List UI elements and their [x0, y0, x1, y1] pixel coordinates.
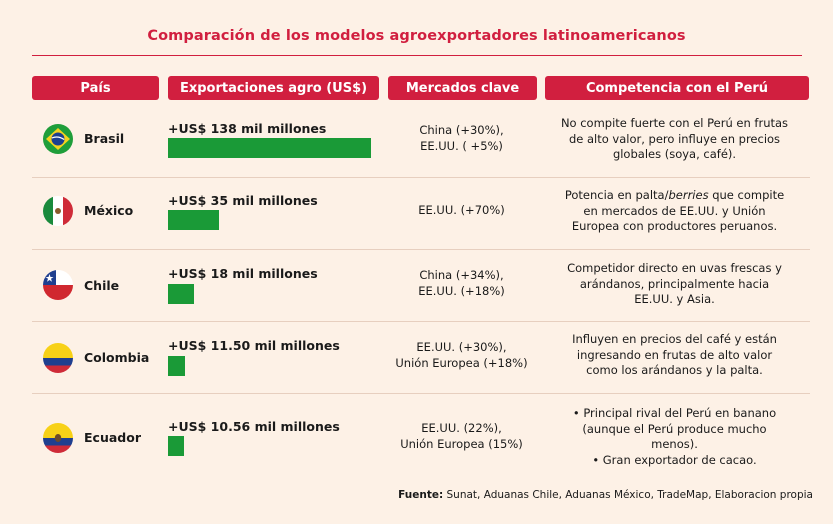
row-divider	[32, 321, 810, 322]
competition-text: Influyen en precios del café y están ingr…	[572, 332, 777, 377]
row-divider	[32, 249, 810, 250]
export-amount: +US$ 11.50 mil millones	[168, 338, 340, 353]
key-markets: EE.UU. (22%), Unión Europea (15%)	[400, 421, 523, 451]
export-bar	[168, 138, 371, 158]
chile-flag-icon	[43, 270, 73, 300]
key-markets: China (+34%), EE.UU. (+18%)	[418, 268, 505, 298]
competition-text: • Principal rival del Perú en banano (aun…	[572, 406, 777, 467]
export-bar	[168, 210, 219, 230]
country-name: Colombia	[84, 350, 150, 365]
country-name: México	[84, 203, 134, 218]
competition-text: Competidor directo en uvas frescas y arán…	[567, 261, 782, 306]
export-bar	[168, 284, 194, 304]
page-title: Comparación de los modelos agroexportado…	[147, 28, 686, 44]
header-competition: Competencia con el Perú	[545, 76, 809, 100]
colombia-flag-icon	[43, 343, 73, 373]
source-note: Fuente: Sunat, Aduanas Chile, Aduanas Mé…	[398, 489, 813, 501]
export-amount: +US$ 35 mil millones	[168, 193, 318, 208]
country-name: Brasil	[84, 131, 125, 146]
mexico-flag-icon	[43, 196, 73, 226]
header-exports: Exportaciones agro (US$)	[168, 76, 379, 100]
brazil-flag-icon	[43, 124, 73, 154]
header-country: País	[32, 76, 159, 100]
key-markets: China (+30%), EE.UU. ( +5%)	[419, 123, 504, 153]
title-divider	[32, 55, 802, 56]
export-bar	[168, 356, 185, 376]
competition-text: No compite fuerte con el Perú en frutas d…	[560, 116, 789, 161]
key-markets: EE.UU. (+70%)	[418, 203, 505, 217]
country-name: Ecuador	[84, 430, 141, 445]
export-bar	[168, 436, 184, 456]
row-divider	[32, 393, 810, 394]
header-markets: Mercados clave	[388, 76, 537, 100]
export-amount: +US$ 10.56 mil millones	[168, 419, 340, 434]
competition-text: Potencia en palta/berries que compite en…	[564, 188, 785, 233]
row-divider	[32, 177, 810, 178]
export-amount: +US$ 18 mil millones	[168, 266, 318, 281]
export-amount: +US$ 138 mil millones	[168, 121, 327, 136]
key-markets: EE.UU. (+30%), Unión Europea (+18%)	[395, 340, 528, 370]
ecuador-flag-icon	[43, 423, 73, 453]
country-name: Chile	[84, 278, 120, 293]
